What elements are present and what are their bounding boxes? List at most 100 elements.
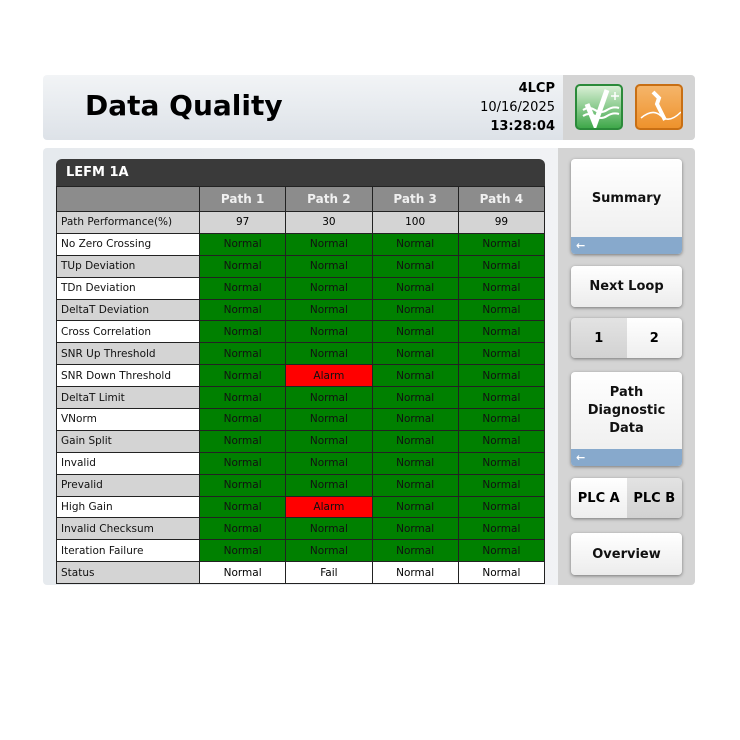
row-label: TDn Deviation [56,276,200,300]
row-label: Path Performance(%) [56,211,200,234]
status-cell: Normal [371,254,459,278]
status-cell: Normal [457,320,546,344]
performance-row: Path Performance(%) 97 30 100 99 [56,211,546,234]
header-meta: 4LCP 10/16/2025 13:28:04 [480,79,555,136]
arrow-left-icon: ← [571,449,682,466]
status-cell: Normal [198,429,287,453]
table-row: Cross Correlation Normal Normal Normal Norma… [56,320,546,344]
status-cell: Normal [371,408,459,431]
plc-selector: PLC A PLC B [571,478,682,518]
status-cell: Normal [198,364,287,388]
table-row: VNorm Normal Normal Normal Normal [56,408,546,431]
status-cell: Normal [198,451,287,475]
path-diagnostic-label: Path Diagnostic Data [587,384,666,436]
status-cell: Normal [198,408,287,431]
status-cell: Normal [198,473,287,497]
table-row: No Zero Crossing Normal Normal Normal Normal [56,232,546,256]
table-row: SNR Up Threshold Normal Normal Normal Normal [56,342,546,366]
status-cell: Normal [198,561,287,585]
status-cell: Normal [198,298,287,322]
status-cell: Normal [285,232,373,256]
wrench-icon[interactable] [635,84,683,130]
status-cell: Normal [198,320,287,344]
loop-1-button[interactable]: 1 [571,318,627,358]
status-cell: Normal [198,495,287,519]
status-cell: Fail [285,561,373,585]
row-label: Invalid [56,451,200,475]
unit-label: 4LCP [518,81,555,96]
table-row: High Gain Normal Alarm Normal Normal [56,495,546,519]
status-cell: Normal [198,232,287,256]
status-cell: Normal [285,473,373,497]
status-cell: Normal [285,429,373,453]
column-header: Path 1 [198,186,287,212]
arrow-left-icon: ← [571,237,682,254]
status-cell: 100 [371,211,459,234]
app-icons [563,75,695,140]
date-label: 10/16/2025 [480,100,555,115]
time-label: 13:28:04 [490,119,555,134]
overview-button[interactable]: Overview [571,533,682,575]
row-label: Invalid Checksum [56,517,200,541]
checkmark-wave-icon[interactable] [575,84,623,132]
status-cell: Normal [457,561,546,585]
row-label: Iteration Failure [56,539,200,563]
status-cell: Normal [457,451,546,475]
status-cell: Normal [457,386,546,410]
status-cell: Normal [371,517,459,541]
row-label: VNorm [56,408,200,431]
status-cell: Normal [457,364,546,388]
table-row: DeltaT Limit Normal Normal Normal Normal [56,386,546,410]
row-label: No Zero Crossing [56,232,200,256]
row-label: DeltaT Limit [56,386,200,410]
status-cell: Normal [285,386,373,410]
status-cell: Normal [457,517,546,541]
status-cell: Normal [285,342,373,366]
status-cell: 30 [285,211,373,234]
row-label: Gain Split [56,429,200,453]
column-header: Path 4 [457,186,546,212]
plc-a-button[interactable]: PLC A [571,478,627,518]
status-cell: Normal [371,364,459,388]
status-cell: Normal [371,451,459,475]
table-row: Prevalid Normal Normal Normal Normal [56,473,546,497]
status-row: Status Normal Fail Normal Normal [56,561,546,585]
status-cell: Normal [198,276,287,300]
status-cell: Alarm [285,364,373,388]
status-cell: Normal [198,386,287,410]
status-cell: Normal [457,342,546,366]
column-header: Path 3 [371,186,459,212]
status-cell: Normal [457,276,546,300]
status-cell: Normal [285,517,373,541]
status-cell: Normal [285,276,373,300]
path-diagnostic-data-button[interactable]: Path Diagnostic Data ← [571,372,682,466]
status-cell: Normal [457,298,546,322]
table-row: TUp Deviation Normal Normal Normal Normal [56,254,546,278]
status-cell: Normal [371,232,459,256]
status-cell: 99 [457,211,546,234]
status-cell: Normal [457,254,546,278]
status-cell: Normal [457,429,546,453]
status-cell: Alarm [285,495,373,519]
table-row: DeltaT Deviation Normal Normal Normal Normal [56,298,546,322]
table-row: Invalid Normal Normal Normal Normal [56,451,546,475]
row-label: High Gain [56,495,200,519]
loop-2-button[interactable]: 2 [626,318,682,358]
column-header [56,186,200,212]
status-cell: Normal [371,473,459,497]
status-cell: Normal [457,539,546,563]
row-label: Cross Correlation [56,320,200,344]
column-header: Path 2 [285,186,373,212]
status-cell: 97 [198,211,287,234]
status-cell: Normal [371,276,459,300]
plc-b-button[interactable]: PLC B [626,478,682,518]
status-cell: Normal [285,320,373,344]
status-cell: Normal [285,254,373,278]
next-loop-button[interactable]: Next Loop [571,266,682,307]
table-row: TDn Deviation Normal Normal Normal Normal [56,276,546,300]
loop-selector: 1 2 [571,318,682,358]
status-cell: Normal [371,561,459,585]
summary-button[interactable]: Summary ← [571,159,682,254]
status-cell: Normal [371,429,459,453]
loop-title: LEFM 1A [56,159,545,186]
